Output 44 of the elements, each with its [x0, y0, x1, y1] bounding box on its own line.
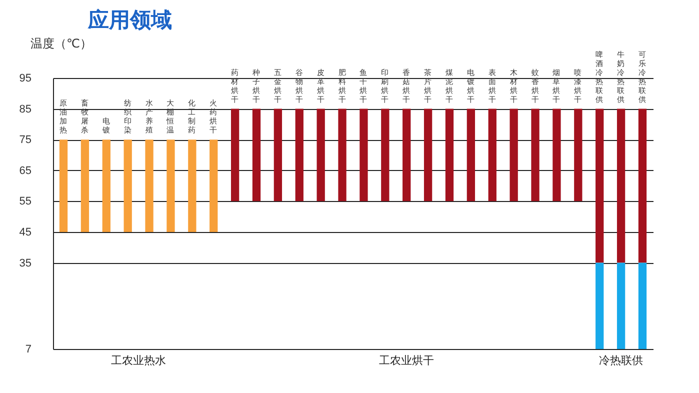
y-tick-label: 85 [19, 103, 32, 116]
text: 工农业烘干 [379, 354, 434, 367]
bar [552, 108, 561, 202]
bar [360, 108, 368, 202]
bar [274, 108, 282, 202]
bar [316, 108, 325, 202]
y-tick-label: 7 [25, 344, 32, 356]
bar [166, 140, 175, 232]
bar [510, 108, 518, 202]
bar [102, 140, 110, 232]
bar [145, 140, 154, 232]
bar [210, 140, 218, 232]
bar [59, 140, 68, 232]
y-tick-label: 55 [19, 196, 32, 208]
bar [616, 108, 626, 263]
bar [596, 108, 604, 263]
y-tick-label: 65 [19, 164, 32, 177]
bar [574, 108, 582, 202]
bar [445, 108, 454, 202]
y-tick-label: 95 [19, 72, 32, 84]
bar [616, 262, 626, 349]
y-tick-label: 35 [19, 257, 32, 270]
bar [124, 140, 132, 232]
y-axis-title: 温度（℃） [30, 36, 92, 50]
bar [466, 108, 476, 202]
bar [252, 108, 261, 202]
bar [424, 108, 432, 202]
bar [230, 108, 240, 202]
bar [80, 140, 90, 232]
y-tick-label: 45 [19, 226, 32, 238]
chart-title: 应用领域 [88, 8, 172, 34]
text: 冷热联供 [599, 355, 644, 367]
bar [488, 108, 496, 202]
bar [295, 108, 304, 202]
bar [531, 108, 540, 202]
bar [638, 262, 647, 349]
bar [596, 262, 604, 349]
bar [338, 108, 346, 202]
text: 工农业热水 [111, 354, 166, 367]
bar [381, 108, 390, 202]
y-tick-label: 75 [19, 134, 32, 146]
bar [638, 108, 647, 263]
bar [188, 140, 196, 232]
bar [402, 108, 411, 202]
